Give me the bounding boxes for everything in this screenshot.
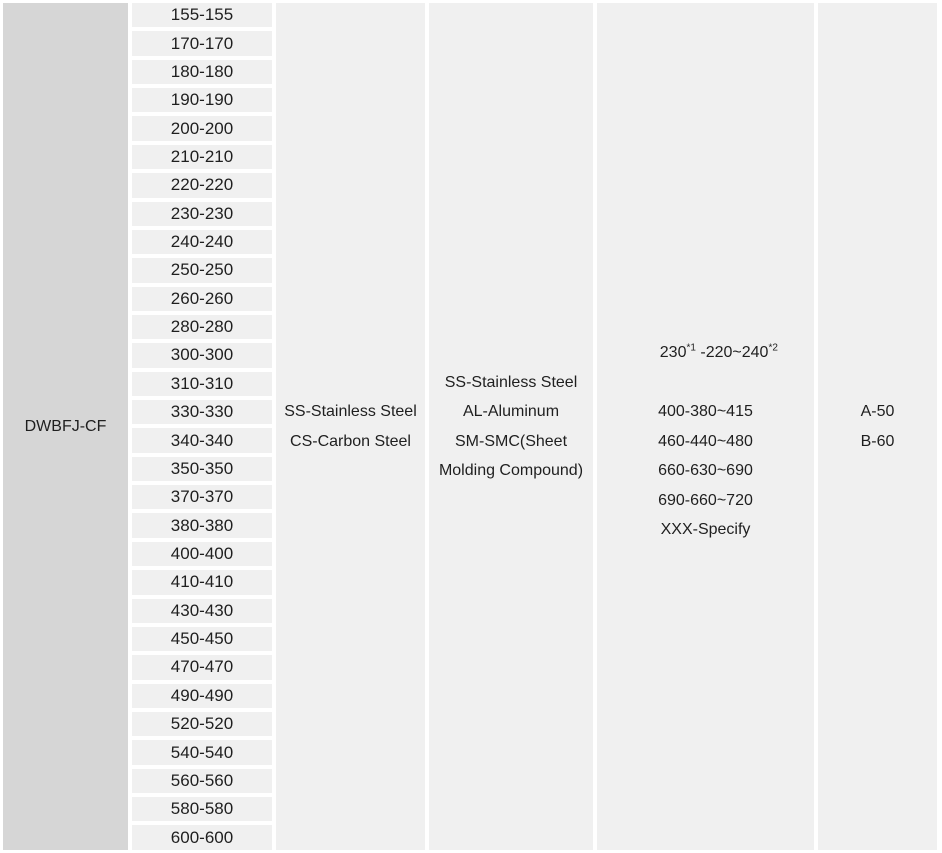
size-cell: 190-190 <box>132 88 272 113</box>
size-cell: 540-540 <box>132 740 272 765</box>
size-cell: 600-600 <box>132 825 272 850</box>
frame-material-line: SS-Stainless Steel <box>284 403 417 420</box>
voltage-230-base: 230 <box>659 344 687 361</box>
size-cell: 470-470 <box>132 655 272 680</box>
voltage-230-range: -220~240 <box>695 344 769 361</box>
size-cell: 490-490 <box>132 683 272 708</box>
spec-table: DWBFJ-CF 155-155 170-170 180-180 190-190… <box>3 3 937 850</box>
blade-material-column: SS-Stainless Steel AL-Aluminum SM-SMC(Sh… <box>429 3 593 850</box>
voltage-line: 460-440~480 <box>658 432 753 450</box>
size-cell: 400-400 <box>132 541 272 567</box>
voltage-230-footnote-2: *2 <box>768 342 778 354</box>
size-cell: 220-220 <box>132 173 272 198</box>
blade-material-line: Molding Compound) <box>438 462 584 479</box>
frame-material-column: SS-Stainless Steel CS-Carbon Steel <box>276 3 425 850</box>
size-cell: 580-580 <box>132 797 272 822</box>
voltage-line: 660-630~690 <box>658 462 753 479</box>
model-label: DWBFJ-CF <box>24 417 107 435</box>
size-cell: 450-450 <box>132 626 272 652</box>
size-cell: 240-240 <box>132 229 272 255</box>
size-cell: 230-230 <box>132 201 272 226</box>
size-cell: 300-300 <box>132 343 272 368</box>
size-cell: 340-340 <box>132 428 272 453</box>
voltage-column: 230*1 -220~240*2 400-380~415 460-440~480… <box>597 3 814 850</box>
size-cell: 560-560 <box>132 768 272 794</box>
voltage-line-230: 230*1 -220~240*2 <box>597 309 814 398</box>
voltage-line: 400-380~415 <box>658 403 753 420</box>
frame-material-line: CS-Carbon Steel <box>290 432 411 450</box>
frequency-line: A-50 <box>860 403 895 420</box>
frequency-column: A-50 B-60 <box>818 3 937 850</box>
size-cell: 410-410 <box>132 570 272 595</box>
size-cell: 430-430 <box>132 598 272 623</box>
size-cell: 155-155 <box>132 3 272 28</box>
size-cell: 330-330 <box>132 400 272 425</box>
model-column: DWBFJ-CF <box>3 3 128 850</box>
size-cell: 350-350 <box>132 456 272 482</box>
size-cell: 170-170 <box>132 31 272 56</box>
size-column: 155-155 170-170 180-180 190-190 200-200 … <box>132 3 272 850</box>
blade-material-line: SS-Stainless Steel <box>444 373 578 391</box>
blade-material-line: AL-Aluminum <box>462 403 560 420</box>
size-cell: 370-370 <box>132 485 272 510</box>
size-cell: 380-380 <box>132 513 272 538</box>
voltage-line: XXX-Specify <box>660 521 751 538</box>
size-cell: 520-520 <box>132 711 272 737</box>
frequency-line: B-60 <box>860 432 895 450</box>
size-cell: 200-200 <box>132 116 272 141</box>
size-cell: 250-250 <box>132 258 272 283</box>
voltage-line: 690-660~720 <box>658 491 753 509</box>
size-cell: 180-180 <box>132 59 272 85</box>
size-cell: 260-260 <box>132 286 272 311</box>
size-cell: 310-310 <box>132 371 272 397</box>
blade-material-line: SM-SMC(Sheet <box>454 432 568 450</box>
size-cell: 210-210 <box>132 144 272 170</box>
voltage-230-footnote-1: *1 <box>686 342 696 354</box>
size-cell: 280-280 <box>132 314 272 340</box>
